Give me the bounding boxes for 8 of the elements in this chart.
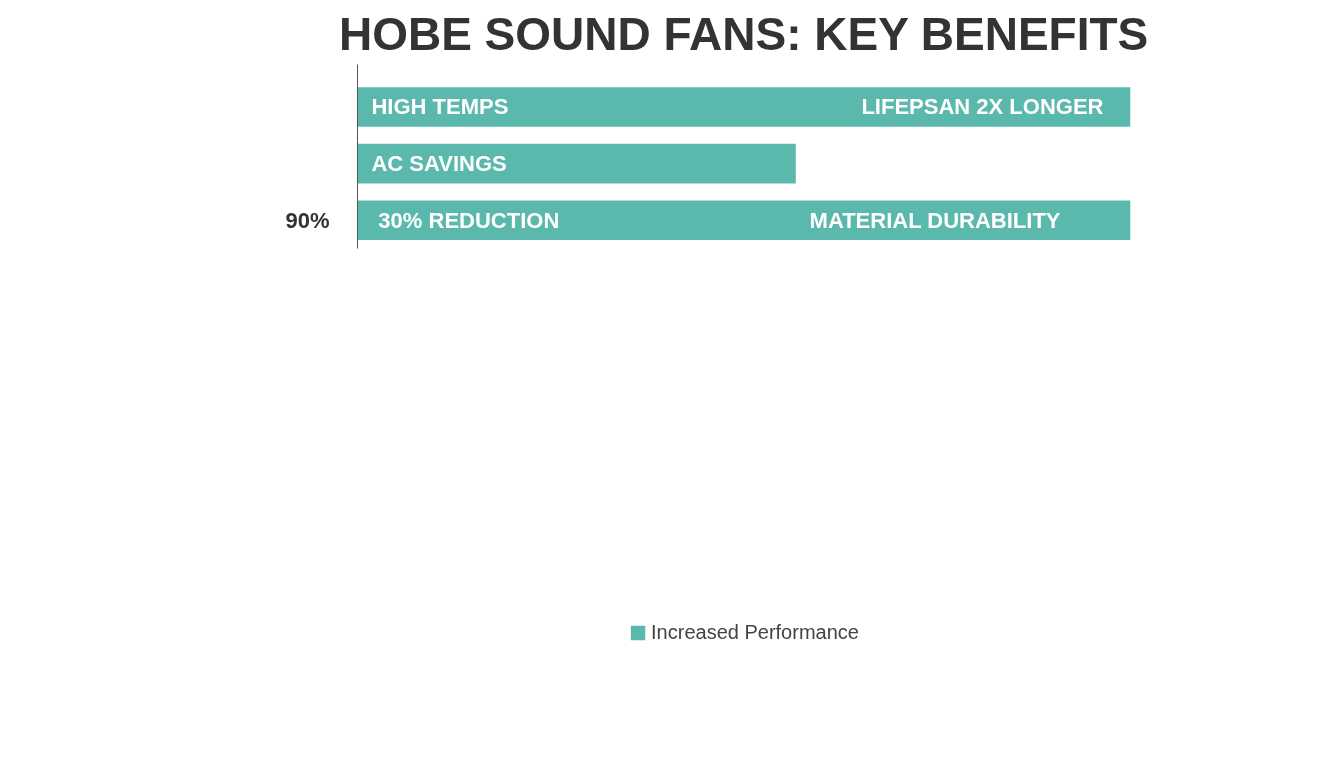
annotation: HIGH TEMPS (371, 94, 509, 120)
annotation: LIFEPSAN 2X LONGER (861, 94, 1104, 120)
chart-title: HOBE SOUND FANS: KEY BENEFITS (338, 7, 1149, 60)
annotation: MATERIAL DURABILITY (809, 207, 1061, 233)
annotation: AC SAVINGS (371, 151, 507, 177)
annotation: 30% REDUCTION (378, 207, 560, 233)
y-tick-label: 90% (285, 207, 330, 233)
legend-label: Increased Performance (651, 620, 859, 644)
